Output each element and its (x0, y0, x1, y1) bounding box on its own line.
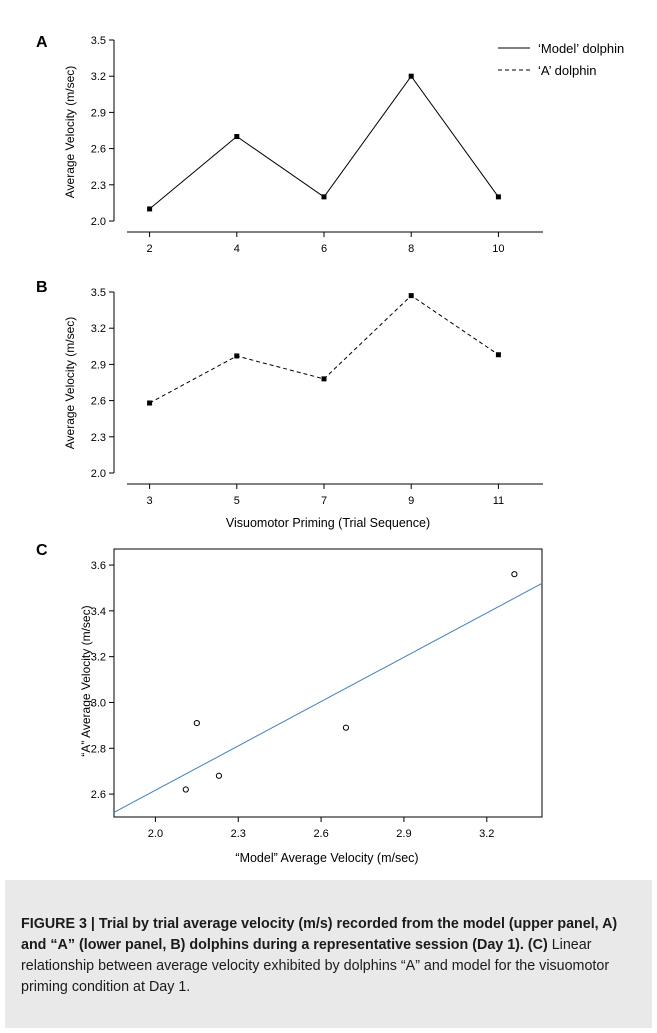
panel-c-xlabel: “Model” Average Velocity (m/sec) (235, 851, 418, 865)
panel-a-ylabel: Average Velocity (m/sec) (63, 66, 77, 199)
panel-c-ylabel: “A” Average Velocity (m/sec) (79, 605, 93, 756)
panel-c-plot-frame (113, 548, 543, 818)
panel-b-ytick-label: 2.0 (91, 468, 106, 480)
panel-c-ytick-label: 2.6 (91, 789, 106, 801)
panel-c-xtick-label: 2.0 (148, 828, 163, 840)
panel-a-ytick-label: 2.6 (91, 144, 106, 156)
panel-b-series-line (149, 294, 499, 404)
panel-a-xtick-label: 10 (492, 243, 504, 255)
caption-panel-ref: (C) (527, 937, 548, 953)
panel-b-ytick-label: 3.2 (91, 323, 106, 335)
figure-canvas: A B C ‘Model’ dolphin ‘A’ dolphin Averag… (36, 34, 624, 865)
panel-b-data-point (495, 352, 501, 358)
panel-c-xtick-label: 2.3 (231, 828, 246, 840)
legend-label-model: ‘Model’ dolphin (538, 41, 624, 56)
panel-b-ylabel: Average Velocity (m/sec) (63, 317, 77, 450)
panel-b-data-point (147, 400, 153, 406)
panel-c-xtick-label: 2.6 (313, 828, 328, 840)
panel-c-data-point (215, 772, 223, 779)
panel-c-data-point (182, 786, 189, 793)
panel-b-ytick-label: 2.6 (91, 396, 106, 408)
panel-a-series-line (149, 75, 499, 210)
caption-body: Linear relationship between average velo… (21, 937, 610, 995)
panel-a-data-point (408, 73, 414, 79)
panel-c-ytick-label: 2.8 (91, 743, 106, 755)
panel-c-data-point (511, 571, 518, 578)
panel-b-xtick-label: 5 (234, 495, 240, 507)
panel-b-data-point (321, 376, 327, 382)
panel-c-regression-line (113, 582, 543, 813)
panel-letter-b: B (36, 279, 48, 296)
panel-b-ytick-label: 2.9 (91, 359, 106, 371)
panel-letter-c: C (36, 542, 48, 559)
panel-a-data-point (321, 194, 327, 200)
panel-c-ytick-label: 3.0 (91, 697, 106, 709)
panel-b-xtick-label: 9 (408, 495, 414, 507)
panel-a-xtick-label: 4 (234, 243, 240, 255)
panel-a-data-point (234, 134, 240, 140)
panel-c-ytick-label: 3.6 (91, 560, 106, 572)
panel-c-ytick-label: 3.2 (91, 652, 106, 664)
panel-letter-a: A (36, 34, 48, 51)
panel-a-ytick-label: 3.2 (91, 71, 106, 83)
panel-c-xtick-label: 2.9 (396, 828, 411, 840)
panel-b-xtick-label: 11 (493, 495, 504, 507)
panel-c-ytick-label: 3.4 (91, 606, 106, 618)
panel-a-xtick-label: 6 (321, 243, 327, 255)
figure-caption: FIGURE 3 | Trial by trial average veloci… (5, 880, 652, 1028)
legend-label-a: ‘A’ dolphin (538, 63, 597, 78)
panel-b-xlabel: Visuomotor Priming (Trial Sequence) (226, 516, 430, 530)
panel-a-ytick-label: 2.3 (91, 180, 106, 192)
panel-b-xtick-label: 3 (147, 495, 153, 507)
panel-a-data-point (147, 206, 153, 212)
panel-c-xtick-label: 3.2 (479, 828, 494, 840)
panel-b-ytick-label: 3.5 (91, 287, 106, 299)
panel-a-ytick-label: 2.0 (91, 216, 106, 228)
panel-b-ytick-label: 2.3 (91, 432, 106, 444)
panel-b-data-point (408, 293, 414, 299)
legend: ‘Model’ dolphin ‘A’ dolphin (498, 41, 624, 78)
panel-b-data-point (234, 353, 240, 359)
panel-a-data-point (495, 194, 501, 200)
panel-b-xtick-label: 7 (321, 495, 327, 507)
panel-c-data-point (193, 719, 200, 727)
caption-label: FIGURE 3 | (21, 916, 95, 932)
panel-a-ytick-label: 3.5 (91, 35, 106, 47)
caption-title: Trial by trial average velocity (m/s) re… (21, 916, 618, 953)
panel-a-xtick-label: 2 (147, 243, 153, 255)
panel-a-ytick-label: 2.9 (91, 107, 106, 119)
panel-c-data-point (342, 724, 350, 731)
panel-a-xtick-label: 8 (408, 243, 414, 255)
